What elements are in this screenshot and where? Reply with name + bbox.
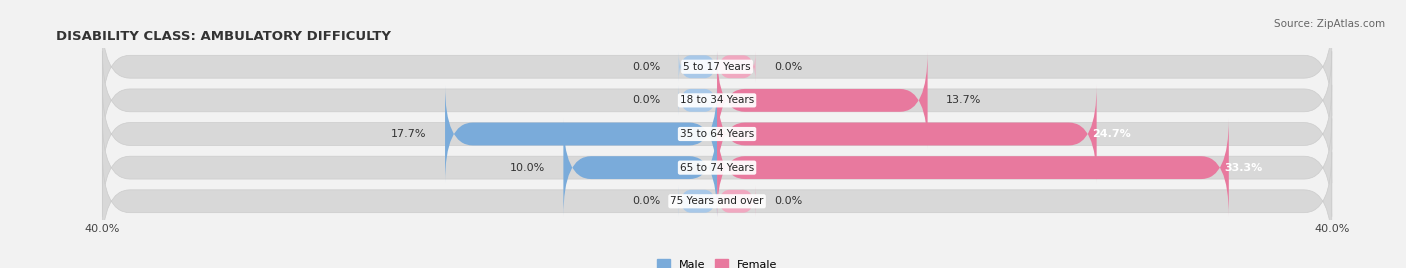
FancyBboxPatch shape <box>717 51 755 82</box>
FancyBboxPatch shape <box>446 85 717 183</box>
Text: 17.7%: 17.7% <box>391 129 426 139</box>
Text: 35 to 64 Years: 35 to 64 Years <box>681 129 754 139</box>
FancyBboxPatch shape <box>564 118 717 217</box>
FancyBboxPatch shape <box>717 85 1097 183</box>
Text: 75 Years and over: 75 Years and over <box>671 196 763 206</box>
FancyBboxPatch shape <box>679 85 717 116</box>
Text: 0.0%: 0.0% <box>631 62 661 72</box>
FancyBboxPatch shape <box>103 152 1331 250</box>
Text: DISABILITY CLASS: AMBULATORY DIFFICULTY: DISABILITY CLASS: AMBULATORY DIFFICULTY <box>56 30 391 43</box>
Text: 0.0%: 0.0% <box>773 196 803 206</box>
FancyBboxPatch shape <box>717 51 928 150</box>
Text: 0.0%: 0.0% <box>631 196 661 206</box>
Text: 5 to 17 Years: 5 to 17 Years <box>683 62 751 72</box>
FancyBboxPatch shape <box>679 51 717 82</box>
FancyBboxPatch shape <box>679 186 717 217</box>
Text: 10.0%: 10.0% <box>510 163 546 173</box>
Text: 0.0%: 0.0% <box>773 62 803 72</box>
Text: 33.3%: 33.3% <box>1225 163 1263 173</box>
FancyBboxPatch shape <box>717 186 755 217</box>
Text: 18 to 34 Years: 18 to 34 Years <box>681 95 754 105</box>
Text: 0.0%: 0.0% <box>631 95 661 105</box>
FancyBboxPatch shape <box>103 85 1331 183</box>
FancyBboxPatch shape <box>103 118 1331 217</box>
Text: 65 to 74 Years: 65 to 74 Years <box>681 163 754 173</box>
FancyBboxPatch shape <box>717 118 1229 217</box>
Legend: Male, Female: Male, Female <box>652 255 782 268</box>
Text: Source: ZipAtlas.com: Source: ZipAtlas.com <box>1274 19 1385 29</box>
FancyBboxPatch shape <box>103 51 1331 150</box>
Text: 24.7%: 24.7% <box>1092 129 1130 139</box>
Text: 13.7%: 13.7% <box>946 95 981 105</box>
FancyBboxPatch shape <box>103 18 1331 116</box>
